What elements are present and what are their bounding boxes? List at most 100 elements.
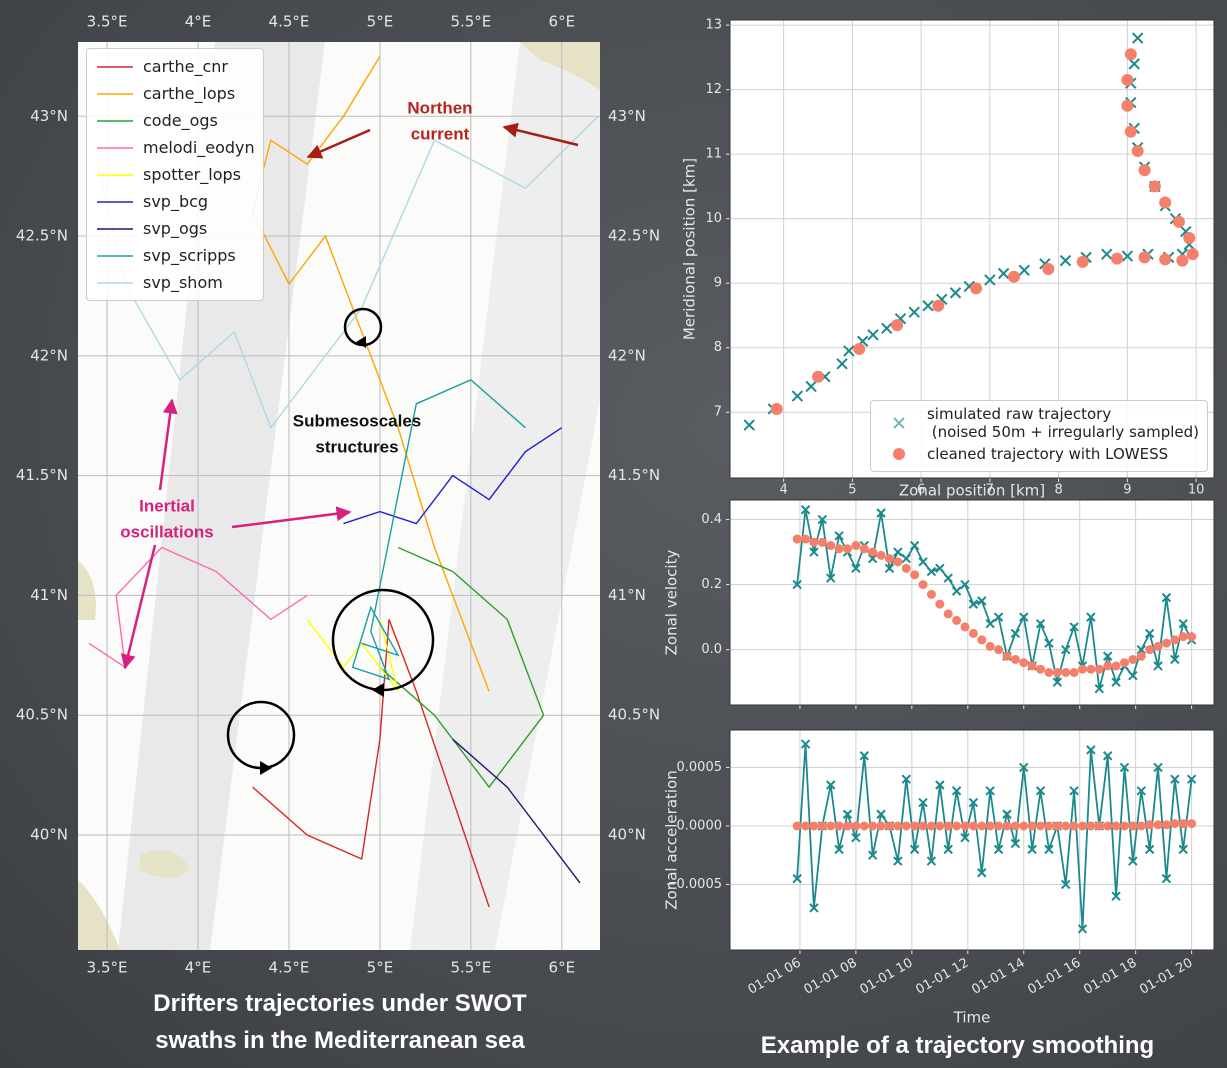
point [961,821,970,830]
legend-label: melodi_eodyn [143,138,255,157]
x-tick-label: 5°E [367,959,394,977]
point [977,821,986,830]
x-tick-label: 4.5°E [269,13,310,31]
point [961,622,970,631]
point [1149,180,1161,192]
legend-label: simulated raw trajectory (noised 50m + i… [927,405,1199,441]
annotation: current [411,124,470,143]
point [877,821,886,830]
legend-entry: spotter_lops [95,161,255,188]
point [1121,74,1133,86]
point [927,590,936,599]
point [1044,821,1053,830]
caption-line: Drifters trajectories under SWOT [40,985,640,1022]
y-axis-label: Zonal acceleration [663,770,681,910]
point [1159,253,1171,265]
y-tick-label: 0.0 [701,642,722,657]
point [893,821,902,830]
point [860,821,869,830]
point [952,821,961,830]
point [1121,100,1133,112]
point [994,645,1003,654]
y-tick-label: 41.5°N [16,466,68,484]
point [793,535,802,544]
point [1162,820,1171,829]
legend-label: svp_scripps [143,246,236,265]
y-tick-label: 10 [705,211,722,226]
legend-label: spotter_lops [143,165,241,184]
point [826,821,835,830]
x-tick-label: 01-01 14 [969,956,1027,998]
point [851,821,860,830]
y-tick-label: 9 [714,276,722,291]
caption: Example of a trajectory smoothing [690,1027,1225,1064]
legend-swatch [95,167,135,183]
y-tick-label: 42.5°N [16,227,68,245]
annotation: Northen [407,98,472,117]
point [994,821,1003,830]
legend: simulated raw trajectory (noised 50m + i… [870,400,1208,472]
point [1112,821,1121,830]
point [809,538,818,547]
point [1120,821,1129,830]
legend-entry: cleaned trajectory with LOWESS [879,441,1199,467]
point [843,544,852,553]
point [970,282,982,294]
point [868,548,877,557]
point [1070,821,1079,830]
point [1120,658,1129,667]
point [986,642,995,651]
point [1044,668,1053,677]
point [868,821,877,830]
point [818,821,827,830]
legend-entry: melodi_eodyn [95,134,255,161]
point [1061,668,1070,677]
legend-swatch [95,113,135,129]
point [910,570,919,579]
point [1011,655,1020,664]
point [969,629,978,638]
point [1132,145,1144,157]
legend-swatch [879,415,919,431]
point [1053,668,1062,677]
point [1053,821,1062,830]
x-tick-label: 8 [1054,483,1062,498]
x-tick-label: 5 [848,483,856,498]
y-tick-label: 13 [705,18,722,33]
point [1077,256,1089,268]
legend-label: cleaned trajectory with LOWESS [927,445,1168,463]
point [1086,821,1095,830]
point [1187,248,1199,260]
point [877,551,886,560]
point [809,821,818,830]
x-tick-label: 10 [1188,483,1205,498]
x-tick-label: 6°E [549,13,576,31]
legend-swatch [95,59,135,75]
y-tick-label: 41°N [608,586,646,604]
point [1179,632,1188,641]
point [1078,821,1087,830]
legend-entry: svp_shom [95,269,255,296]
point [1111,253,1123,265]
point [1139,251,1151,263]
y-tick-label: 42°N [30,346,68,364]
point [1103,821,1112,830]
point [1173,216,1185,228]
y-tick-label: 11 [705,147,722,162]
point [1170,635,1179,644]
legend-swatch [879,446,919,462]
point [1170,819,1179,828]
point [1095,665,1104,674]
point [902,821,911,830]
page: 3.5°E3.5°E4°E4°E4.5°E4.5°E5°E5°E5.5°E5.5… [0,0,1227,1068]
legend-label: carthe_lops [143,84,235,103]
point [801,535,810,544]
legend-entry: svp_bcg [95,188,255,215]
y-tick-label: 40.5°N [16,706,68,724]
y-tick-label: 42.5°N [608,227,660,245]
point [944,609,953,618]
point [1125,126,1137,138]
y-tick-label: 40.5°N [608,706,660,724]
point [977,635,986,644]
point [1112,661,1121,670]
